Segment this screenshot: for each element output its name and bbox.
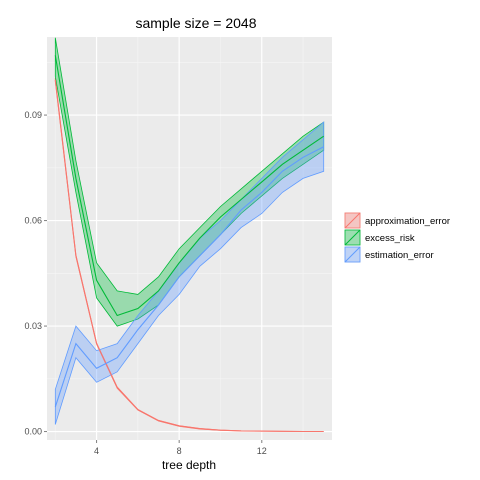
legend: approximation_error excess_risk estimation… [343, 211, 450, 264]
chart-title: sample size = 2048 [135, 15, 256, 31]
legend-label: approximation_error [365, 216, 450, 227]
line-excess-risk [54, 55, 325, 317]
x-tick-label: 4 [94, 446, 99, 456]
y-tick-label: 0.03 [24, 321, 42, 331]
band-estimation-error [54, 121, 325, 425]
x-tick-label: 8 [177, 446, 182, 456]
x-tick-label: 12 [257, 446, 267, 456]
line-approximation-error [54, 79, 324, 433]
legend-label: excess_risk [365, 233, 415, 244]
legend-item-excess-risk: excess_risk [343, 228, 415, 247]
legend-key-line [344, 246, 361, 263]
legend-item-estimation-error: estimation_error [343, 245, 434, 264]
legend-item-approximation-error: approximation_error [343, 211, 450, 230]
legend-label: estimation_error [365, 250, 434, 261]
y-axis: 0.00 0.03 0.06 0.09 [24, 110, 47, 437]
x-axis: 4 8 12 [94, 440, 267, 456]
legend-key-line [344, 212, 361, 229]
y-tick-label: 0.09 [24, 110, 42, 120]
line-estimation-error [54, 146, 324, 408]
series-lines [54, 55, 325, 433]
y-tick-label: 0.00 [24, 427, 42, 437]
legend-key-line [344, 229, 361, 246]
x-axis-label: tree depth [162, 458, 216, 472]
y-tick-label: 0.06 [24, 216, 42, 226]
grid-lines [47, 37, 332, 440]
